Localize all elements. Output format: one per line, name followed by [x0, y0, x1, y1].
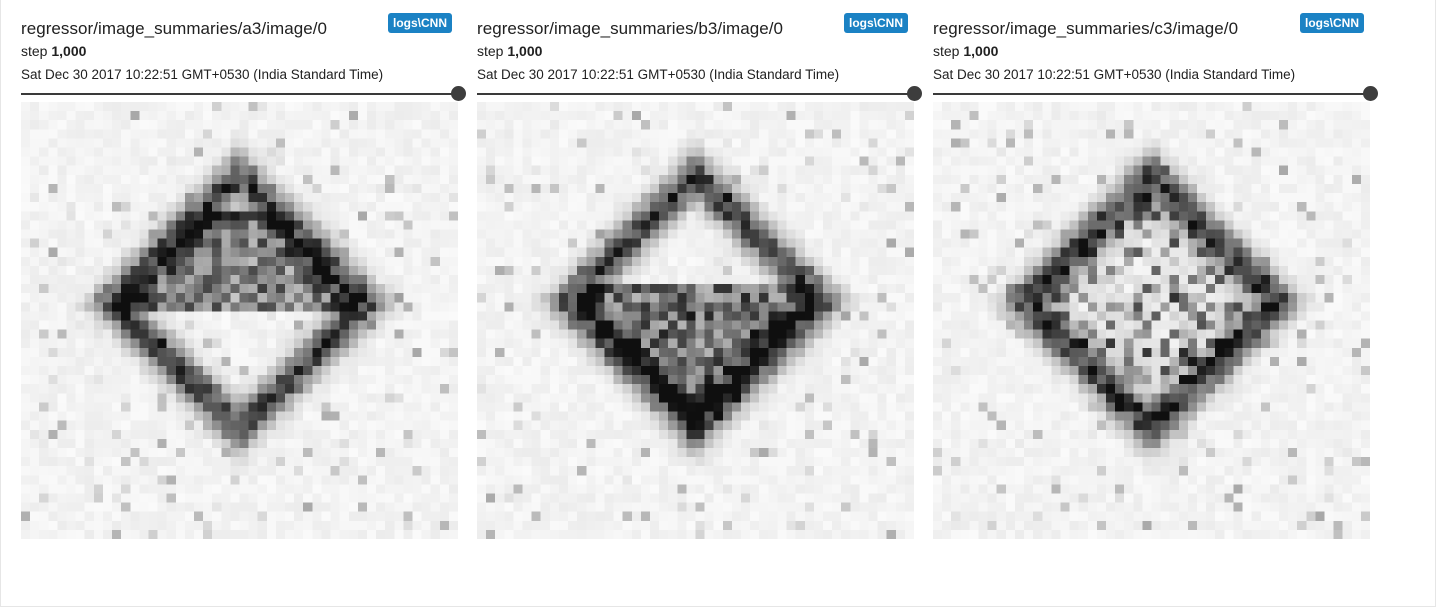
slider-track[interactable]	[933, 93, 1370, 95]
grayscale-diamond-image	[477, 102, 914, 539]
summary-image	[21, 102, 458, 539]
grayscale-diamond-image	[21, 102, 458, 539]
grayscale-diamond-image	[933, 102, 1370, 539]
step-label: step	[477, 43, 504, 59]
step-label: step	[933, 43, 960, 59]
slider-track[interactable]	[477, 93, 914, 95]
step-value: 1,000	[963, 43, 999, 59]
card-title: regressor/image_summaries/c3/image/0	[933, 19, 1239, 38]
image-card-c3: regressor/image_summaries/c3/image/0 log…	[933, 0, 1378, 545]
step-slider[interactable]	[933, 86, 1378, 102]
step-info: step 1,000	[933, 43, 998, 59]
step-info: step 1,000	[477, 43, 542, 59]
step-slider[interactable]	[477, 86, 922, 102]
run-badge: logs\CNN	[388, 13, 452, 33]
step-label: step	[21, 43, 48, 59]
image-card-b3: regressor/image_summaries/b3/image/0 log…	[477, 0, 922, 545]
summary-image	[477, 102, 914, 539]
timestamp: Sat Dec 30 2017 10:22:51 GMT+0530 (India…	[21, 67, 384, 82]
step-value: 1,000	[51, 43, 87, 59]
card-title: regressor/image_summaries/b3/image/0	[477, 19, 784, 38]
slider-knob[interactable]	[451, 86, 466, 101]
slider-knob[interactable]	[907, 86, 922, 101]
image-card-a3: regressor/image_summaries/a3/image/0 log…	[21, 0, 466, 545]
summary-image	[933, 102, 1370, 539]
card-title: regressor/image_summaries/a3/image/0	[21, 19, 328, 38]
step-value: 1,000	[507, 43, 543, 59]
slider-track[interactable]	[21, 93, 458, 95]
slider-knob[interactable]	[1363, 86, 1378, 101]
step-info: step 1,000	[21, 43, 86, 59]
run-badge: logs\CNN	[1300, 13, 1364, 33]
step-slider[interactable]	[21, 86, 466, 102]
run-badge: logs\CNN	[844, 13, 908, 33]
timestamp: Sat Dec 30 2017 10:22:51 GMT+0530 (India…	[933, 67, 1296, 82]
timestamp: Sat Dec 30 2017 10:22:51 GMT+0530 (India…	[477, 67, 840, 82]
